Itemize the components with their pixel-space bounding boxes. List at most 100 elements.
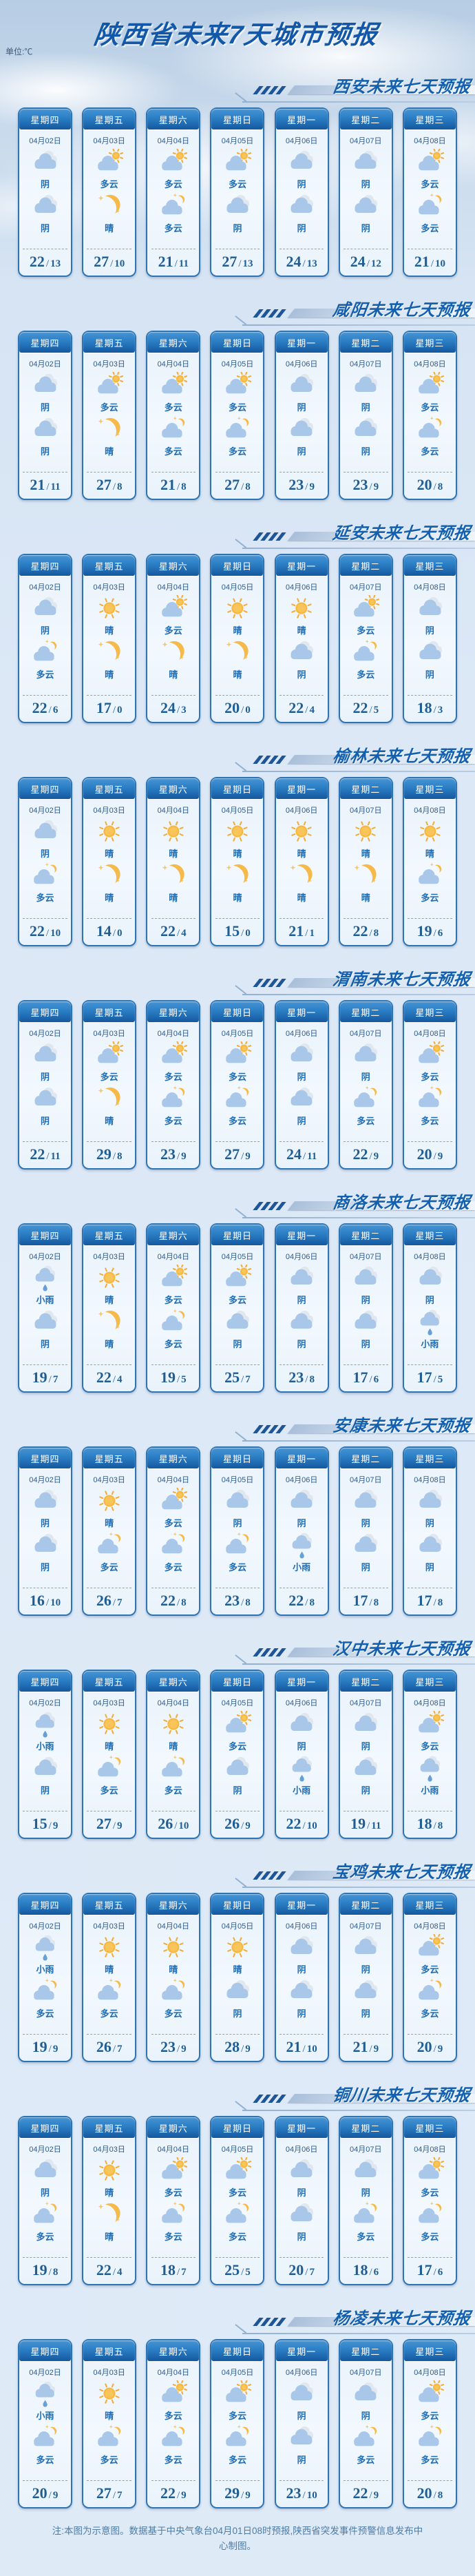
date-label: 04月08日	[414, 1030, 446, 1038]
date-label: 04月02日	[29, 2146, 61, 2154]
moon-behind-cloud-icon	[158, 1532, 189, 1559]
high-temp: 29	[96, 1145, 112, 1163]
temp-slash: /	[433, 1151, 436, 1162]
temp-slash: /	[176, 1597, 180, 1608]
weekday-header: 星期四	[19, 1001, 71, 1022]
high-temp: 23	[224, 1592, 240, 1609]
day-weather-label: 晴	[105, 1964, 114, 1975]
temperature: 21/11	[158, 249, 189, 276]
section-title: 安康未来七天预报	[331, 1417, 472, 1435]
night-weather-label: 小雨	[421, 1785, 439, 1796]
weekday-header: 星期五	[83, 1671, 136, 1692]
temperature: 27/8	[224, 472, 251, 499]
moon-behind-cloud-icon	[222, 2424, 253, 2452]
weekday-header: 星期三	[403, 555, 456, 576]
temp-slash: /	[369, 705, 372, 716]
cloud-icon	[30, 1086, 61, 1113]
low-temp: 11	[178, 258, 189, 269]
day-weather-label: 多云	[228, 1295, 246, 1305]
moon-behind-cloud-icon	[414, 1086, 445, 1113]
date-label: 04月05日	[221, 137, 254, 145]
high-temp: 21	[286, 2038, 302, 2055]
date-label: 04月04日	[157, 1476, 190, 1484]
weekday-header: 星期五	[83, 1225, 136, 1245]
temp-slash: /	[241, 2267, 244, 2278]
day-weather-label: 阴	[361, 1741, 370, 1752]
forecast-card: 星期六 04月04日 多云 多云 23/9	[146, 1000, 201, 1170]
temp-divider	[151, 2480, 196, 2481]
day-weather-label: 阴	[361, 1295, 370, 1305]
day-weather-label: 阴	[40, 179, 50, 189]
forecast-card: 星期四 04月02日 小雨阴 15/9	[18, 1670, 72, 1839]
night-weather-label: 多云	[357, 2232, 375, 2242]
sun-behind-cloud-icon	[158, 595, 189, 623]
weekday-header: 星期三	[403, 778, 456, 799]
high-temp: 17	[416, 2261, 432, 2278]
forecast-card: 星期一 04月06日阴阴 23/10	[274, 2339, 329, 2509]
temp-slash: /	[112, 928, 116, 939]
forecast-card: 星期六 04月04日晴晴 22/4	[146, 777, 201, 946]
date-label: 04月06日	[285, 583, 318, 592]
city-section-8: 汉中未来七天预报 星期四 04月02日 小雨阴 15/9 星期五 04月03日晴多云 27/9…	[0, 1631, 475, 1839]
weekday-header: 星期四	[19, 555, 71, 576]
section-header-line	[242, 1217, 475, 1218]
temp-divider	[408, 1364, 452, 1365]
weekday-header: 星期六	[147, 1001, 200, 1022]
date-label: 04月03日	[93, 2369, 125, 2377]
date-label: 04月04日	[157, 1922, 190, 1931]
temp-slash: /	[302, 1151, 306, 1162]
low-temp: 8	[116, 481, 123, 492]
low-temp: 5	[245, 2267, 251, 2278]
temp-slash: /	[176, 1151, 180, 1162]
cloud-icon	[30, 1755, 61, 1783]
temp-slash: /	[369, 2267, 372, 2278]
forecast-card: 星期一 04月06日阴阴 23/9	[274, 331, 329, 500]
day-weather-label: 阴	[297, 402, 306, 413]
cloud-icon	[414, 639, 445, 667]
night-weather-label: 多云	[164, 1116, 182, 1126]
high-temp: 27	[224, 476, 240, 493]
forecast-card: 星期六 04月04日 多云 多云 19/5	[146, 1223, 201, 1393]
sun-behind-cloud-icon	[414, 1934, 445, 1962]
date-label: 04月07日	[350, 2369, 382, 2377]
night-weather-label: 晴	[233, 669, 242, 680]
weekday-header: 星期日	[211, 1671, 264, 1692]
date-label: 04月08日	[414, 1476, 446, 1484]
night-weather-label: 小雨	[293, 1562, 311, 1572]
day-weather-label: 晴	[105, 2188, 114, 2198]
temp-divider	[87, 2480, 131, 2481]
forecast-card: 星期二 04月07日晴晴 22/8	[338, 777, 393, 946]
moon-behind-cloud-icon	[222, 1532, 253, 1559]
high-temp: 23	[352, 476, 368, 493]
high-temp: 19	[416, 922, 432, 939]
high-temp: 22	[352, 922, 368, 939]
temp-divider	[215, 2257, 260, 2258]
night-weather-label: 阴	[425, 669, 434, 680]
temp-slash: /	[176, 705, 180, 716]
cloud-icon	[286, 1309, 317, 1336]
forecast-card: 星期二 04月07日阴阴 17/6	[338, 1223, 393, 1393]
day-weather-label: 晴	[105, 625, 114, 636]
temperature: 17/0	[96, 696, 123, 722]
weekday-header: 星期六	[147, 1225, 200, 1245]
weekday-header: 星期六	[147, 1894, 200, 1915]
night-weather-label: 阴	[361, 223, 370, 233]
temperature: 22/11	[30, 1142, 60, 1168]
low-temp: 0	[116, 705, 123, 716]
high-temp: 27	[94, 253, 109, 270]
section-header: 榆林未来七天预报	[0, 738, 475, 772]
section-title: 渭南未来七天预报	[331, 970, 472, 989]
sun-icon	[94, 818, 125, 846]
temperature: 23/9	[160, 1142, 187, 1168]
temperature: 15/0	[224, 919, 251, 945]
weekday-header: 星期四	[19, 332, 71, 353]
night-weather-label: 阴	[361, 1785, 370, 1796]
forecast-card: 星期五 04月03日 多云晴 27/10	[82, 107, 137, 277]
temperature: 23/9	[288, 472, 315, 499]
sun-icon	[414, 818, 445, 846]
low-temp: 4	[309, 705, 315, 716]
day-weather-label: 阴	[361, 1072, 370, 1082]
cloud-icon	[286, 416, 317, 444]
city-section-5: 渭南未来七天预报 星期四 04月02日阴阴 22/11 星期五 04月03日 多云晴 29/8…	[0, 962, 475, 1170]
